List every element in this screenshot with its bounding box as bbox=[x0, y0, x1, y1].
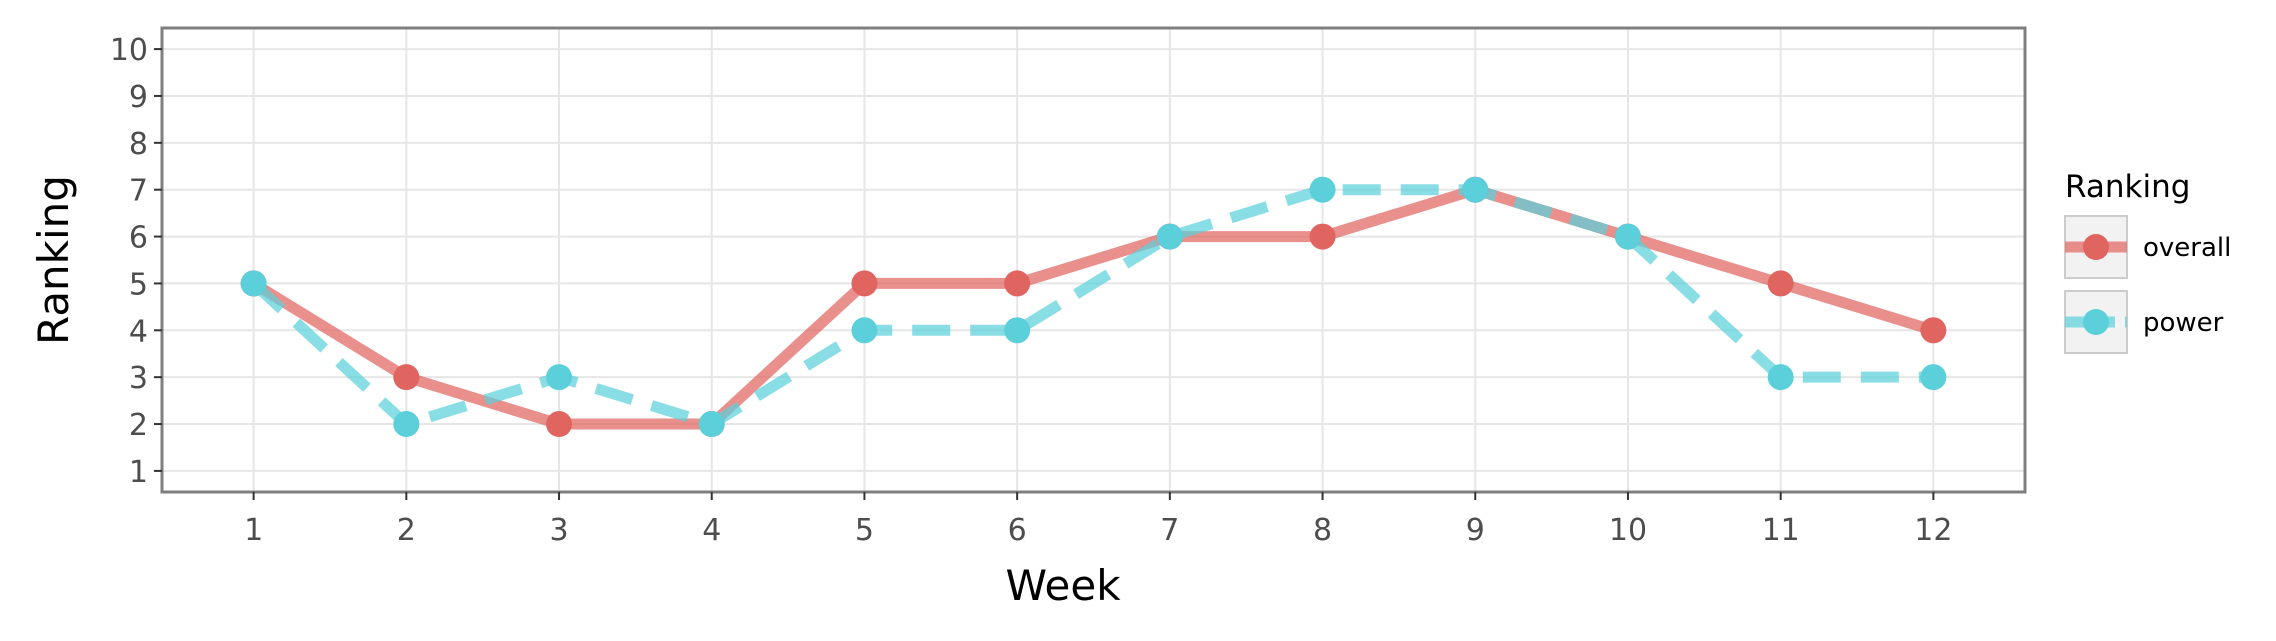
data-point-power bbox=[1309, 176, 1336, 203]
y-tick-label: 4 bbox=[129, 314, 148, 349]
x-tick-label: 2 bbox=[397, 513, 416, 548]
series-lines bbox=[249, 184, 1935, 430]
x-tick-label: 3 bbox=[549, 513, 568, 548]
series-layer bbox=[240, 176, 1947, 438]
data-point-power bbox=[851, 317, 878, 344]
y-tick-label: 9 bbox=[129, 80, 148, 115]
y-axis-title: Ranking bbox=[29, 175, 78, 345]
data-point-overall bbox=[1920, 317, 1947, 344]
x-tick-label: 7 bbox=[1160, 513, 1179, 548]
series-points bbox=[240, 176, 1947, 438]
series-line-overall bbox=[250, 184, 1935, 430]
series-line-power bbox=[249, 184, 1934, 430]
data-point-power bbox=[1614, 223, 1641, 250]
y-tick-label: 7 bbox=[129, 174, 148, 209]
legend-marker bbox=[2083, 234, 2109, 260]
data-point-power bbox=[698, 411, 725, 438]
data-point-power bbox=[1920, 364, 1947, 391]
legend-marker bbox=[2083, 309, 2109, 335]
y-tick-label: 3 bbox=[129, 361, 148, 396]
x-tick-label: 12 bbox=[1914, 513, 1952, 548]
data-point-overall bbox=[1309, 223, 1336, 250]
data-point-power bbox=[1156, 223, 1183, 250]
data-point-power bbox=[1462, 176, 1489, 203]
legend-item-overall: overall bbox=[2064, 215, 2231, 279]
y-tick-label: 1 bbox=[129, 455, 148, 490]
legend-item-power: power bbox=[2064, 290, 2224, 354]
x-axis-title: Week bbox=[1005, 561, 1121, 610]
data-point-overall bbox=[1767, 270, 1794, 297]
legend-title: Ranking bbox=[2065, 169, 2190, 205]
data-point-power bbox=[1767, 364, 1794, 391]
x-tick-label: 11 bbox=[1762, 513, 1800, 548]
data-point-power bbox=[546, 364, 573, 391]
legend: Ranking overall power bbox=[2064, 169, 2231, 354]
x-tick-label: 8 bbox=[1313, 513, 1332, 548]
data-point-overall bbox=[546, 411, 573, 438]
legend-label: overall bbox=[2143, 233, 2231, 263]
y-tick-label: 5 bbox=[129, 267, 148, 302]
x-tick-label: 4 bbox=[702, 513, 721, 548]
data-point-power bbox=[1004, 317, 1031, 344]
y-tick-label: 10 bbox=[110, 33, 148, 68]
x-tick-label: 10 bbox=[1609, 513, 1647, 548]
data-point-overall bbox=[393, 364, 420, 391]
data-point-overall bbox=[1004, 270, 1031, 297]
x-tick-label: 6 bbox=[1008, 513, 1027, 548]
data-point-power bbox=[240, 270, 267, 297]
plot-border bbox=[160, 26, 2027, 494]
data-point-power bbox=[393, 411, 420, 438]
x-tick-label: 5 bbox=[855, 513, 874, 548]
legend-label: power bbox=[2143, 308, 2224, 338]
y-tick-label: 2 bbox=[129, 408, 148, 443]
y-tick-label: 6 bbox=[129, 221, 148, 256]
data-point-overall bbox=[851, 270, 878, 297]
x-tick-label: 1 bbox=[244, 513, 263, 548]
x-tick-label: 9 bbox=[1466, 513, 1485, 548]
grid-lines bbox=[162, 28, 2025, 492]
y-tick-label: 8 bbox=[129, 127, 148, 162]
